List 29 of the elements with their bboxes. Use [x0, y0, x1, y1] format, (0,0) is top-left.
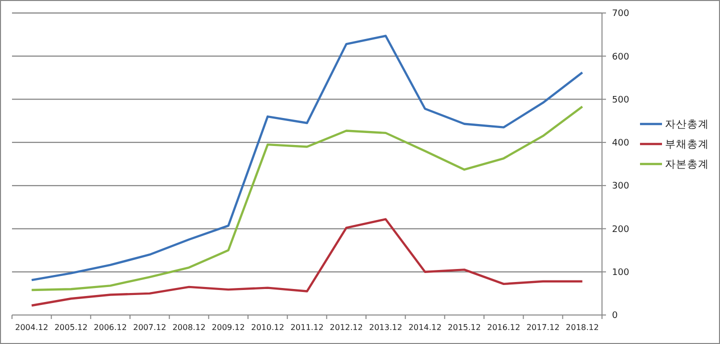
x-tick-label: 2005.12 — [54, 323, 88, 332]
x-tick-label: 2009.12 — [212, 323, 245, 332]
y-tick-label: 500 — [612, 95, 630, 106]
y-tick-label: 600 — [612, 52, 630, 62]
x-tick-label: 2011.12 — [290, 323, 324, 332]
legend-label: 자본총계 — [665, 158, 709, 171]
x-tick-label: 2006.12 — [94, 323, 127, 332]
x-tick-label: 2017.12 — [526, 323, 560, 332]
x-tick-label: 2014.12 — [408, 323, 442, 332]
legend-label: 자산총계 — [665, 118, 709, 131]
y-tick-label: 400 — [612, 138, 630, 149]
y-tick-label: 200 — [612, 224, 630, 235]
x-tick-label: 2004.12 — [15, 323, 48, 332]
y-tick-label: 100 — [612, 268, 630, 278]
x-tick-label: 2013.12 — [369, 323, 402, 332]
y-tick-label: 300 — [612, 182, 630, 192]
x-tick-label: 2010.12 — [251, 323, 284, 332]
x-tick-label: 2008.12 — [172, 323, 206, 332]
x-tick-label: 2016.12 — [487, 323, 520, 332]
y-tick-label: 0 — [612, 311, 618, 322]
x-tick-label: 2018.12 — [566, 323, 599, 332]
x-tick-label: 2007.12 — [133, 323, 166, 332]
x-tick-label: 2012.12 — [330, 323, 363, 332]
line-series — [30, 34, 584, 282]
legend-label: 부채총계 — [665, 138, 709, 151]
line-series — [30, 106, 584, 292]
x-tick-label: 2015.12 — [448, 323, 481, 332]
y-tick-label: 700 — [612, 9, 630, 20]
line-series — [30, 218, 584, 307]
